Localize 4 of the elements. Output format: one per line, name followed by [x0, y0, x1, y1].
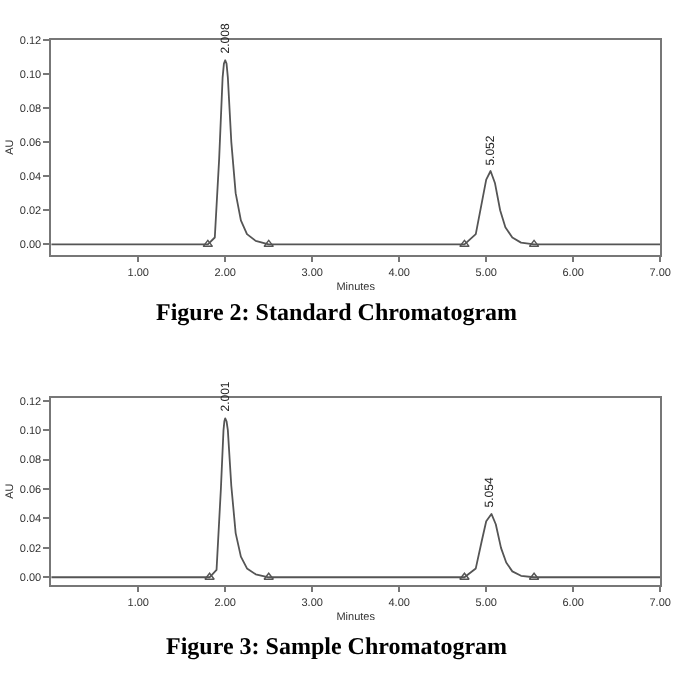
- line-series: [51, 417, 661, 579]
- text: Figure 2: Standard Chromatogram: [156, 298, 518, 326]
- line-series: [51, 59, 661, 246]
- text: Figure 3: Sample Chromatogram: [166, 632, 508, 660]
